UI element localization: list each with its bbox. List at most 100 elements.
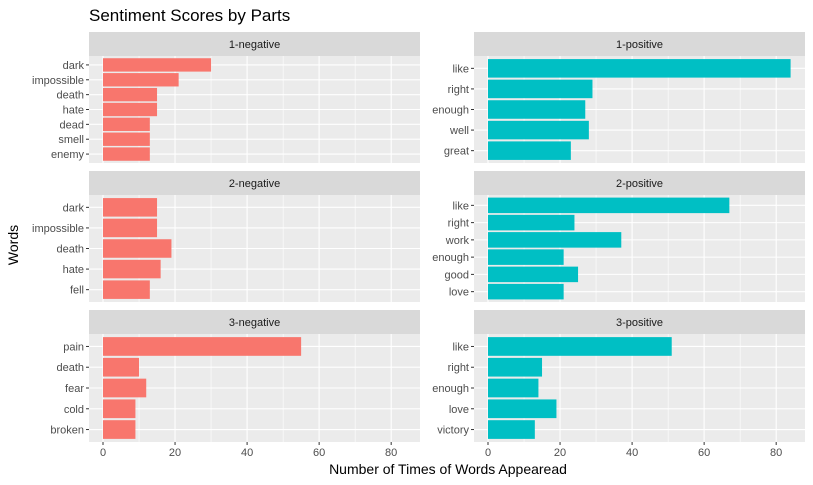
- facet-1-negative: 1-negative dark impossible death hate dead sme…: [32, 32, 420, 163]
- facet-strip: [474, 32, 805, 56]
- y-tick-label: enough: [432, 383, 469, 395]
- facet-strip-label: 1-negative: [229, 39, 280, 51]
- y-tick-label: death: [56, 244, 84, 256]
- bar-dark: [103, 58, 212, 72]
- bar-fear: [103, 378, 147, 398]
- bar-like: [488, 59, 791, 78]
- y-tick-label: pain: [63, 341, 84, 353]
- x-tick-label: 0: [100, 447, 106, 459]
- bar-like: [488, 197, 730, 214]
- bar-well: [488, 120, 589, 140]
- bar-enemy: [103, 147, 150, 161]
- facet-strip-label: 2-negative: [229, 178, 280, 190]
- bar-good: [488, 266, 579, 283]
- bar-cold: [103, 399, 136, 419]
- y-tick-label: dead: [60, 119, 84, 131]
- x-tick-label: 60: [313, 447, 325, 459]
- facet-3-negative: 3-negative pain death fear cold broken 0 20 40 60…: [50, 310, 420, 459]
- bar-victory: [488, 420, 535, 439]
- facet-strip: [89, 171, 420, 195]
- x-tick-label: 20: [554, 447, 566, 459]
- facet-2-positive: 2-positive like right work enough good love: [432, 171, 805, 302]
- bar-death: [103, 239, 172, 258]
- y-tick-label: broken: [50, 425, 84, 437]
- y-tick-label: like: [452, 200, 469, 212]
- x-tick-label: 40: [241, 447, 253, 459]
- bar-right: [488, 214, 575, 231]
- y-tick-label: enough: [432, 252, 469, 264]
- bar-hate: [103, 102, 158, 117]
- y-tick-label: dark: [63, 60, 85, 72]
- facet-3-positive: 3-positive like right enough love victory 0 20 4…: [432, 310, 805, 459]
- y-tick-label: like: [452, 341, 469, 353]
- y-axis-label: Words: [5, 225, 21, 265]
- facet-panels: 1-negative dark impossible death hate dead sme…: [32, 32, 805, 459]
- y-tick-label: cold: [64, 404, 84, 416]
- bar-love: [488, 283, 564, 300]
- x-tick-label: 80: [385, 447, 397, 459]
- x-axis-label: Number of Times of Words Appearead: [329, 461, 567, 477]
- bar-impossible: [103, 73, 179, 87]
- facet-strip-label: 1-positive: [616, 39, 663, 51]
- y-tick-label: right: [448, 84, 469, 96]
- y-tick-label: enemy: [51, 149, 85, 161]
- y-tick-label: death: [56, 90, 84, 102]
- y-tick-label: hate: [63, 264, 84, 276]
- x-tick-label: 80: [770, 447, 782, 459]
- bar-enough: [488, 378, 539, 398]
- y-tick-label: impossible: [32, 75, 84, 87]
- y-tick-label: love: [449, 287, 469, 299]
- bar-broken: [103, 420, 136, 439]
- facet-strip-label: 3-positive: [616, 317, 663, 329]
- x-tick-label: 40: [626, 447, 638, 459]
- bar-hate: [103, 259, 161, 279]
- bar-dark: [103, 198, 158, 217]
- bar-enough: [488, 249, 564, 265]
- y-tick-label: right: [448, 362, 469, 374]
- bar-right: [488, 79, 593, 99]
- y-tick-label: good: [445, 269, 469, 281]
- x-tick-label: 60: [698, 447, 710, 459]
- y-tick-label: dark: [63, 202, 85, 214]
- facet-strip-label: 3-negative: [229, 317, 280, 329]
- bar-fell: [103, 280, 150, 299]
- y-tick-label: impossible: [32, 223, 84, 235]
- x-tick-label: 0: [485, 447, 491, 459]
- y-tick-label: work: [445, 235, 470, 247]
- bar-death: [103, 357, 140, 377]
- facet-strip-label: 2-positive: [616, 178, 663, 190]
- facet-strip: [474, 310, 805, 334]
- bar-dead: [103, 117, 150, 132]
- facet-strip: [474, 171, 805, 195]
- bar-right: [488, 357, 543, 377]
- bar-death: [103, 87, 158, 102]
- bar-love: [488, 399, 557, 419]
- bar-enough: [488, 100, 586, 119]
- facet-strip: [89, 310, 420, 334]
- bar-great: [488, 141, 571, 160]
- y-tick-label: love: [449, 404, 469, 416]
- x-tick-label: 20: [169, 447, 181, 459]
- y-tick-label: enough: [432, 105, 469, 117]
- facet-strip: [89, 32, 420, 56]
- y-tick-label: fell: [70, 285, 84, 297]
- facet-2-negative: 2-negative dark impossible death hate fell: [32, 171, 420, 302]
- y-tick-label: smell: [58, 134, 84, 146]
- y-tick-label: great: [444, 146, 469, 158]
- y-tick-label: victory: [437, 425, 469, 437]
- y-tick-label: right: [448, 218, 469, 230]
- bar-smell: [103, 132, 150, 146]
- bar-impossible: [103, 218, 158, 238]
- bar-like: [488, 337, 672, 356]
- y-tick-label: death: [56, 362, 84, 374]
- bar-pain: [103, 337, 302, 356]
- y-tick-label: fear: [65, 383, 84, 395]
- y-tick-label: hate: [63, 105, 84, 117]
- bar-work: [488, 232, 622, 248]
- y-tick-label: like: [452, 63, 469, 75]
- facet-1-positive: 1-positive like right enough well great: [432, 32, 805, 163]
- chart-title: Sentiment Scores by Parts: [89, 6, 290, 25]
- y-tick-label: well: [449, 125, 469, 137]
